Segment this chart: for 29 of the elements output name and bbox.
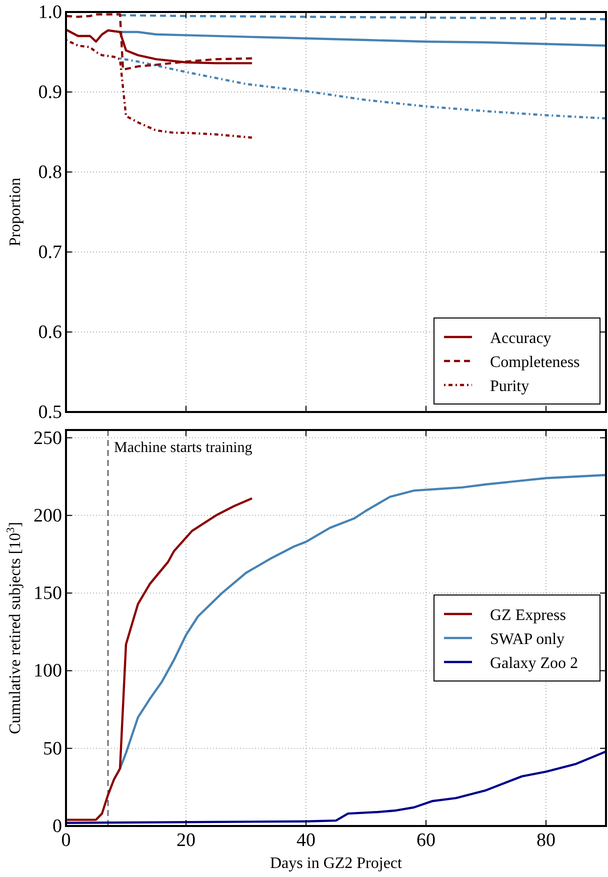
line-series [64,497,254,821]
legend-label: Galaxy Zoo 2 [490,655,578,672]
x-tick-label: 20 [176,830,196,851]
y-tick-label: 250 [34,428,62,449]
y-axis-title: Proportion [7,178,24,246]
y-tick-label: 0.6 [38,322,62,343]
legend-label: SWAP only [490,631,565,648]
y-tick-label: 0 [52,816,62,837]
legend-label: Accuracy [490,330,552,347]
line-series [118,57,608,120]
x-tick-label: 40 [296,830,316,851]
x-tick-label: 80 [536,830,556,851]
y-tick-label: 0.9 [38,82,62,103]
line-series [118,474,608,770]
y-tick-label: 1.0 [38,2,62,23]
y-tick-label: 0.7 [38,242,62,263]
ref-line-label: Machine starts training [114,440,253,456]
y-tick-label: 150 [34,583,62,604]
x-tick-label: 60 [416,830,436,851]
legend-label: GZ Express [490,607,566,624]
y-tick-label: 0.5 [38,402,62,423]
legend-label: Purity [490,378,530,395]
x-axis-title: Days in GZ2 Project [270,855,403,872]
legend-label: Completeness [490,354,580,371]
y-tick-label: 50 [43,738,62,760]
line-series [64,750,608,824]
y-tick-label: 200 [34,505,62,526]
y-tick-label: 0.8 [38,162,62,183]
y-tick-label: 100 [34,660,62,682]
